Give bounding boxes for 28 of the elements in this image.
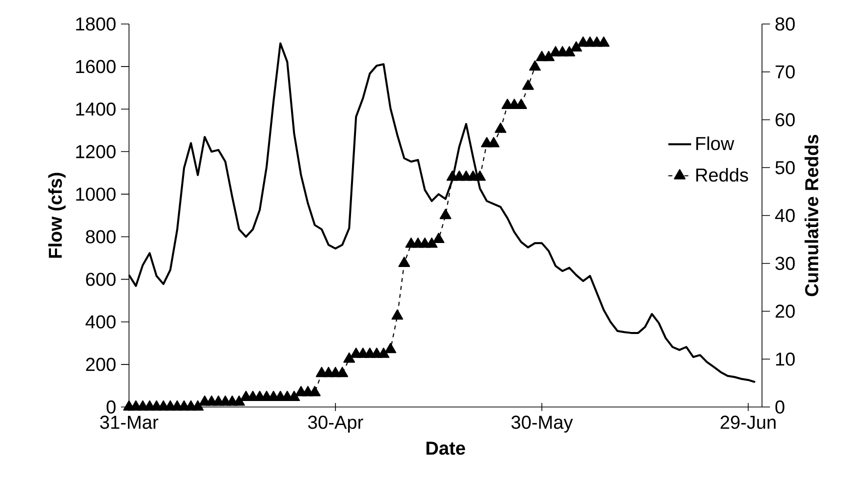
y2-axis-title: Cumulative Redds (804, 134, 818, 296)
y2-tick-label: 0 (775, 400, 784, 414)
y-tick-label: 1200 (76, 145, 116, 158)
legend-label: Flow (696, 136, 734, 150)
legend-label: Redds (696, 168, 748, 182)
x-tick-label: 30-Apr (308, 416, 364, 433)
y-tick-label: 1400 (76, 102, 116, 116)
y2-tick-label: 60 (776, 113, 795, 126)
y-axis-title: Flow (cfs) (48, 172, 66, 258)
x-axis-title: Date (426, 442, 466, 455)
y-tick-label: 1800 (76, 17, 116, 31)
y-tick-label: 200 (86, 358, 116, 372)
y2-tick-label: 80 (776, 17, 795, 31)
y2-tick-label: 10 (776, 352, 795, 366)
x-tick-label: 31-Mar (100, 416, 158, 429)
y-tick-label: 600 (86, 272, 116, 286)
y-tick-label: 0 (106, 400, 116, 414)
x-tick-label: 30-May (511, 416, 573, 433)
y-tick-label: 1600 (76, 60, 116, 74)
y2-tick-label: 70 (776, 65, 795, 78)
x-tick-label: 29-Jun (720, 416, 776, 429)
y-tick-label: 800 (86, 230, 116, 244)
y2-tick-label: 50 (775, 160, 795, 174)
y-tick-label: 400 (86, 315, 116, 328)
y-tick-label: 1000 (76, 188, 116, 201)
y2-tick-label: 30 (775, 256, 795, 270)
y2-tick-label: 20 (776, 304, 795, 318)
y2-tick-label: 40 (775, 208, 795, 222)
